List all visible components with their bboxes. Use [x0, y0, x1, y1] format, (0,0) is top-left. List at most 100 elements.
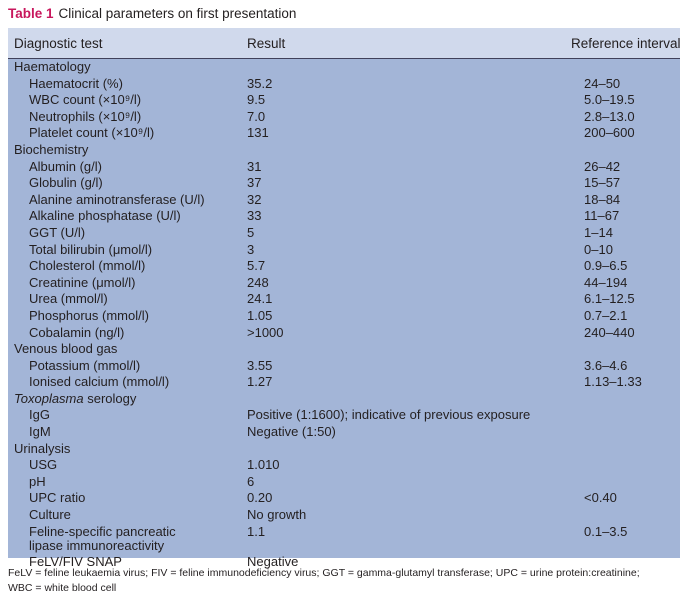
test-name: WBC count (×10⁹/l)	[29, 92, 142, 108]
reference-interval: 0.1–3.5	[584, 523, 628, 539]
test-name: Alkaline phosphatase (U/l)	[29, 208, 181, 224]
result-value: 9.5	[247, 92, 266, 108]
result-value: 6	[247, 473, 255, 489]
reference-interval: 26–42	[584, 158, 621, 174]
table-row: USG 1.010	[8, 457, 680, 474]
table-row: Alkaline phosphatase (U/l) 33 11–67	[8, 208, 680, 225]
reference-interval: 5.0–19.5	[584, 92, 635, 108]
reference-interval: 3.6–4.6	[584, 357, 628, 373]
test-name: Potassium (mmol/l)	[29, 357, 141, 373]
reference-interval: <0.40	[584, 490, 617, 506]
result-value: 33	[247, 208, 262, 224]
result-value: 3	[247, 241, 255, 257]
test-name: Globulin (g/l)	[29, 175, 103, 191]
header-diagnostic-test: Diagnostic test	[14, 36, 103, 51]
table-row: Phosphorus (mmol/l) 1.05 0.7–2.1	[8, 308, 680, 325]
result-value: Negative (1:50)	[247, 424, 336, 440]
test-name: Neutrophils (×10⁹/l)	[29, 108, 142, 124]
table-row: Albumin (g/l) 31 26–42	[8, 159, 680, 176]
test-name: FeLV/FIV SNAP	[29, 553, 122, 569]
table-row: WBC count (×10⁹/l) 9.5 5.0–19.5	[8, 92, 680, 109]
result-value: 31	[247, 158, 262, 174]
test-name: Albumin (g/l)	[29, 158, 102, 174]
test-name: Platelet count (×10⁹/l)	[29, 125, 155, 141]
test-name: Creatinine (μmol/l)	[29, 274, 136, 290]
reference-interval: 240–440	[584, 324, 635, 340]
reference-interval: 44–194	[584, 274, 628, 290]
test-name: Feline-specific pancreatic lipase immunor…	[29, 523, 176, 553]
test-name: IgM	[29, 424, 51, 440]
table-section-row: Biochemistry	[8, 142, 680, 159]
table-caption: Table 1 Clinical parameters on first pres…	[8, 5, 296, 23]
table-row: Cobalamin (ng/l) >1000 240–440	[8, 325, 680, 342]
section-label: Biochemistry	[14, 141, 89, 157]
table-row: Ionised calcium (mmol/l) 1.27 1.13–1.33	[8, 374, 680, 391]
table-header: Diagnostic test Result Reference interva…	[8, 28, 681, 59]
table-section-row: Toxoplasma serology	[8, 391, 680, 408]
result-value: 3.55	[247, 357, 273, 373]
reference-interval: 11–67	[584, 208, 620, 224]
table-row: FeLV/FIV SNAP Negative	[8, 554, 680, 571]
result-value: 1.010	[247, 457, 280, 473]
clinical-parameters-table: Diagnostic test Result Reference interva…	[8, 28, 681, 569]
test-name: Haematocrit (%)	[29, 75, 123, 91]
test-name: UPC ratio	[29, 490, 86, 506]
result-value: 1.05	[247, 307, 273, 323]
result-value: 5.7	[247, 258, 266, 274]
reference-interval: 200–600	[584, 125, 635, 141]
result-value: 5	[247, 224, 255, 240]
table-body: Haematology Haematocrit (%) 35.2 24–50 WBC c…	[8, 59, 680, 570]
reference-interval: 18–84	[584, 191, 621, 207]
table-row: Potassium (mmol/l) 3.55 3.6–4.6	[8, 358, 680, 375]
reference-interval: 0.7–2.1	[584, 307, 628, 323]
test-name: pH	[29, 473, 46, 489]
table-row: Alanine aminotransferase (U/l) 32 18–84	[8, 192, 680, 209]
test-name: Cholesterol (mmol/l)	[29, 258, 146, 274]
result-value: 24.1	[247, 291, 273, 307]
table-row: GGT (U/l) 5 1–14	[8, 225, 680, 242]
result-value: 248	[247, 274, 269, 290]
table-row: pH 6	[8, 474, 680, 491]
table-row: Urea (mmol/l) 24.1 6.1–12.5	[8, 291, 680, 308]
test-name: Cobalamin (ng/l)	[29, 324, 125, 340]
result-value: 1.1	[247, 523, 266, 539]
table-row: Culture No growth	[8, 507, 680, 524]
reference-interval: 15–57	[584, 175, 621, 191]
header-result: Result	[247, 36, 286, 51]
test-name: Urea (mmol/l)	[29, 291, 108, 307]
result-value: >1000	[247, 324, 284, 340]
table-row: Haematocrit (%) 35.2 24–50	[8, 76, 680, 93]
reference-interval: 1–14	[584, 224, 613, 240]
result-value: Negative	[247, 553, 299, 569]
table-row: IgM Negative (1:50)	[8, 424, 680, 441]
result-value: 32	[247, 191, 262, 207]
table-row: UPC ratio 0.20 <0.40	[8, 490, 680, 507]
result-value: 0.20	[247, 490, 273, 506]
footnote-line-1: FeLV = feline leukaemia virus; FIV = fel…	[8, 567, 640, 579]
test-name: GGT (U/l)	[29, 224, 86, 240]
table-row: Platelet count (×10⁹/l) 131 200–600	[8, 125, 680, 142]
table-row: Total bilirubin (μmol/l) 3 0–10	[8, 242, 680, 259]
test-name: USG	[29, 457, 58, 473]
reference-interval: 1.13–1.33	[584, 374, 642, 390]
reference-interval: 0–10	[584, 241, 613, 257]
section-label: Venous blood gas	[14, 341, 118, 357]
reference-interval: 24–50	[584, 75, 621, 91]
table-title: Clinical parameters on first presentatio…	[58, 6, 297, 21]
test-name: Ionised calcium (mmol/l)	[29, 374, 170, 390]
result-value: 1.27	[247, 374, 273, 390]
section-label: Haematology	[14, 59, 91, 74]
result-value: 7.0	[247, 108, 266, 124]
table-section-row: Haematology	[8, 59, 680, 76]
header-reference-interval: Reference interval	[571, 36, 681, 51]
result-value: Positive (1:1600); indicative of previou…	[247, 407, 531, 423]
result-value: No growth	[247, 507, 307, 523]
reference-interval: 0.9–6.5	[584, 258, 628, 274]
table-section-row: Venous blood gas	[8, 341, 680, 358]
table-row: IgG Positive (1:1600); indicative of prev…	[8, 407, 680, 424]
reference-interval: 6.1–12.5	[584, 291, 635, 307]
section-label: Toxoplasma serology	[14, 390, 137, 406]
result-value: 35.2	[247, 75, 273, 91]
table-row: Cholesterol (mmol/l) 5.7 0.9–6.5	[8, 258, 680, 275]
test-name: Total bilirubin (μmol/l)	[29, 241, 153, 257]
